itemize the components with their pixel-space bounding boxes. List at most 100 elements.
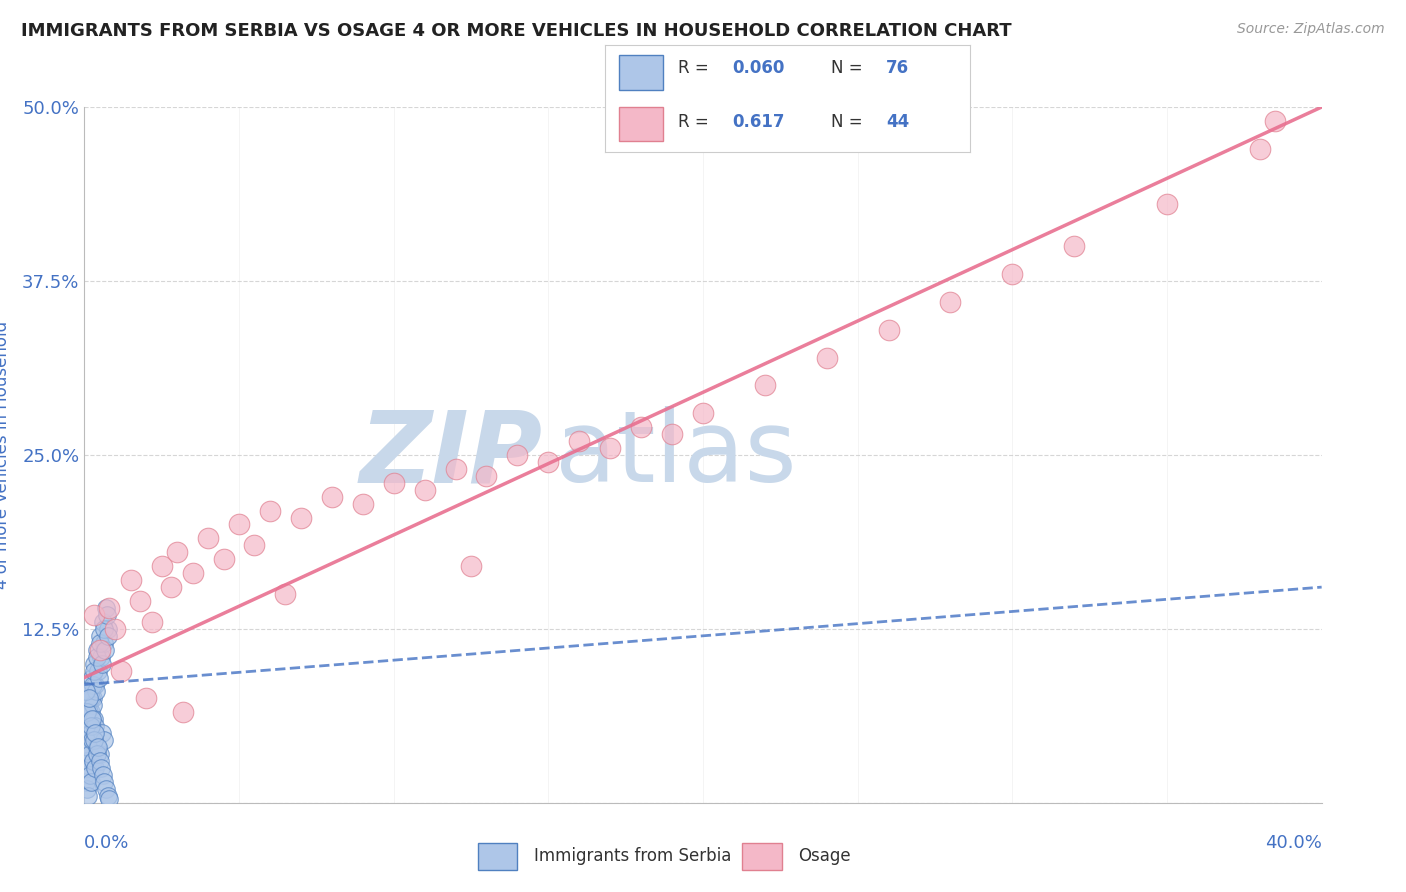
Point — [84, 719, 107, 733]
Point — [141, 615, 163, 629]
Point — [89, 642, 111, 657]
Point — [82, 733, 104, 747]
Point — [93, 775, 115, 789]
Point — [692, 406, 714, 420]
Point — [228, 517, 250, 532]
Point — [352, 497, 374, 511]
Point — [76, 712, 98, 726]
Point — [75, 775, 97, 789]
Point — [91, 768, 114, 782]
Point — [93, 622, 115, 636]
Point — [75, 768, 97, 782]
Point — [77, 698, 100, 713]
Point — [259, 503, 281, 517]
Point — [444, 462, 467, 476]
Point — [98, 791, 121, 805]
Point — [76, 754, 98, 768]
Point — [506, 448, 529, 462]
Point — [104, 622, 127, 636]
Point — [181, 566, 204, 581]
Point — [120, 573, 142, 587]
Point — [79, 706, 101, 720]
Point — [599, 441, 621, 455]
Point — [91, 615, 114, 629]
Bar — [619, 107, 664, 141]
Point — [77, 691, 100, 706]
Text: 0.617: 0.617 — [733, 112, 785, 130]
Point — [75, 726, 97, 740]
Point — [86, 740, 108, 755]
Point — [1156, 197, 1178, 211]
Point — [86, 642, 108, 657]
Point — [86, 649, 108, 664]
Point — [76, 706, 98, 720]
Point — [83, 664, 105, 678]
Point — [89, 754, 111, 768]
Point — [290, 510, 312, 524]
Point — [1264, 114, 1286, 128]
Point — [80, 706, 103, 720]
Point — [96, 622, 118, 636]
Point — [1249, 142, 1271, 156]
Point — [79, 768, 101, 782]
Point — [84, 677, 107, 691]
Point — [94, 781, 117, 796]
Point — [413, 483, 436, 497]
Bar — [478, 843, 517, 870]
Point — [80, 712, 103, 726]
Point — [83, 733, 105, 747]
Point — [94, 642, 117, 657]
Point — [79, 719, 101, 733]
Point — [129, 594, 152, 608]
Text: N =: N = — [831, 59, 868, 77]
Text: ZIP: ZIP — [359, 407, 543, 503]
Point — [82, 712, 104, 726]
Point — [79, 726, 101, 740]
Point — [815, 351, 838, 365]
Point — [939, 294, 962, 309]
Y-axis label: 4 or more Vehicles in Household: 4 or more Vehicles in Household — [0, 321, 11, 589]
Text: Osage: Osage — [799, 847, 851, 865]
Point — [80, 775, 103, 789]
Point — [90, 649, 112, 664]
Point — [79, 719, 101, 733]
Point — [96, 607, 118, 622]
Text: Source: ZipAtlas.com: Source: ZipAtlas.com — [1237, 22, 1385, 37]
Text: IMMIGRANTS FROM SERBIA VS OSAGE 4 OR MORE VEHICLES IN HOUSEHOLD CORRELATION CHAR: IMMIGRANTS FROM SERBIA VS OSAGE 4 OR MOR… — [21, 22, 1012, 40]
Point — [243, 538, 266, 552]
Point — [1063, 239, 1085, 253]
Point — [89, 636, 111, 650]
Point — [76, 719, 98, 733]
Point — [98, 601, 121, 615]
Point — [93, 733, 115, 747]
Text: 0.0%: 0.0% — [84, 834, 129, 852]
Point — [87, 664, 110, 678]
Point — [97, 629, 120, 643]
Text: N =: N = — [831, 112, 868, 130]
Point — [382, 475, 405, 490]
Text: 44: 44 — [886, 112, 910, 130]
Point — [77, 740, 100, 755]
Point — [82, 671, 104, 685]
Point — [537, 455, 560, 469]
Point — [172, 706, 194, 720]
Point — [1001, 267, 1024, 281]
Point — [96, 789, 118, 803]
Text: 76: 76 — [886, 59, 910, 77]
Point — [160, 580, 183, 594]
Text: 0.060: 0.060 — [733, 59, 785, 77]
Point — [877, 323, 900, 337]
Point — [82, 677, 104, 691]
Point — [80, 691, 103, 706]
Point — [84, 684, 107, 698]
Point — [83, 657, 105, 671]
Point — [76, 747, 98, 761]
Point — [77, 733, 100, 747]
Point — [76, 754, 98, 768]
Point — [82, 691, 104, 706]
Bar — [619, 55, 664, 89]
Point — [661, 427, 683, 442]
Point — [89, 747, 111, 761]
Point — [76, 761, 98, 775]
Point — [83, 712, 105, 726]
